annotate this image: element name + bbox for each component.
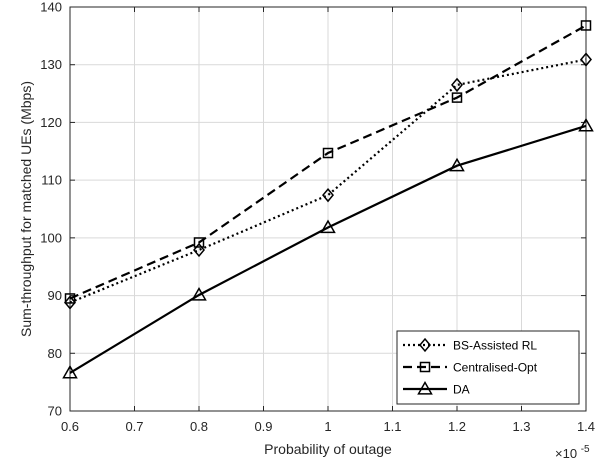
grid	[70, 7, 586, 411]
legend: BS-Assisted RL Centralised-Opt DA	[396, 330, 580, 405]
x-tick-label: 0.8	[190, 419, 208, 434]
series-2	[62, 117, 594, 379]
y-tick-label: 140	[40, 0, 62, 15]
legend-label: DA	[453, 383, 470, 397]
legend-item: Centralised-Opt	[403, 361, 538, 375]
legend-marker	[419, 337, 431, 353]
y-tick-label: 70	[48, 404, 62, 419]
x-axis-multiplier-base: ×10	[555, 446, 577, 461]
data-point	[451, 77, 463, 93]
data-point	[451, 92, 463, 103]
legend-item: DA	[403, 380, 470, 397]
y-tick-label: 110	[41, 173, 62, 188]
x-axis-multiplier: ×10 -5	[555, 444, 590, 461]
y-tick-label: 80	[48, 346, 62, 361]
series	[62, 20, 594, 379]
x-axis-multiplier-exponent: -5	[581, 444, 590, 455]
data-point	[322, 147, 334, 159]
y-tick-label: 130	[40, 57, 62, 72]
y-tick-label: 100	[40, 230, 62, 245]
x-tick-label: 1.2	[448, 419, 466, 434]
series-1	[64, 20, 592, 304]
x-tick-label: 1.1	[383, 419, 401, 434]
data-point	[580, 52, 592, 67]
legend-box	[396, 330, 580, 405]
x-tick-label: 0.7	[125, 419, 143, 434]
x-tick-label: 1.3	[512, 419, 530, 434]
data-point	[320, 219, 336, 234]
data-point	[580, 20, 592, 31]
series-line	[69, 24, 587, 300]
series-0	[64, 52, 592, 310]
y-tick-label: 90	[48, 288, 62, 303]
data-point	[193, 242, 205, 258]
y-tick-label: 120	[40, 115, 62, 130]
legend-item: BS-Assisted RL	[403, 337, 537, 353]
data-point	[191, 286, 207, 301]
legend-marker	[419, 361, 431, 373]
legend-label: BS-Assisted RL	[453, 339, 537, 353]
data-point	[578, 117, 594, 132]
x-tick-label: 1	[324, 419, 331, 434]
data-point	[193, 237, 205, 248]
x-tick-label: 0.6	[61, 419, 79, 434]
legend-marker	[417, 380, 433, 395]
x-axis-title: Probability of outage	[264, 441, 392, 457]
data-point	[64, 293, 76, 304]
legend-label: Centralised-Opt	[453, 361, 538, 375]
x-tick-label: 1.4	[577, 419, 595, 434]
axis-ticks: 0.6 0.7 0.8 0.9 1 1.1 1.2 1.3 1.4 70 80 90 100 110 120…	[40, 0, 595, 434]
data-point	[449, 157, 465, 172]
x-tick-label: 0.9	[254, 419, 272, 434]
data-point	[62, 364, 78, 379]
data-point	[322, 187, 334, 203]
series-line	[69, 124, 587, 374]
data-point	[64, 295, 76, 310]
y-axis-title: Sum-throughput for matched UEs (Mbps)	[18, 81, 34, 337]
